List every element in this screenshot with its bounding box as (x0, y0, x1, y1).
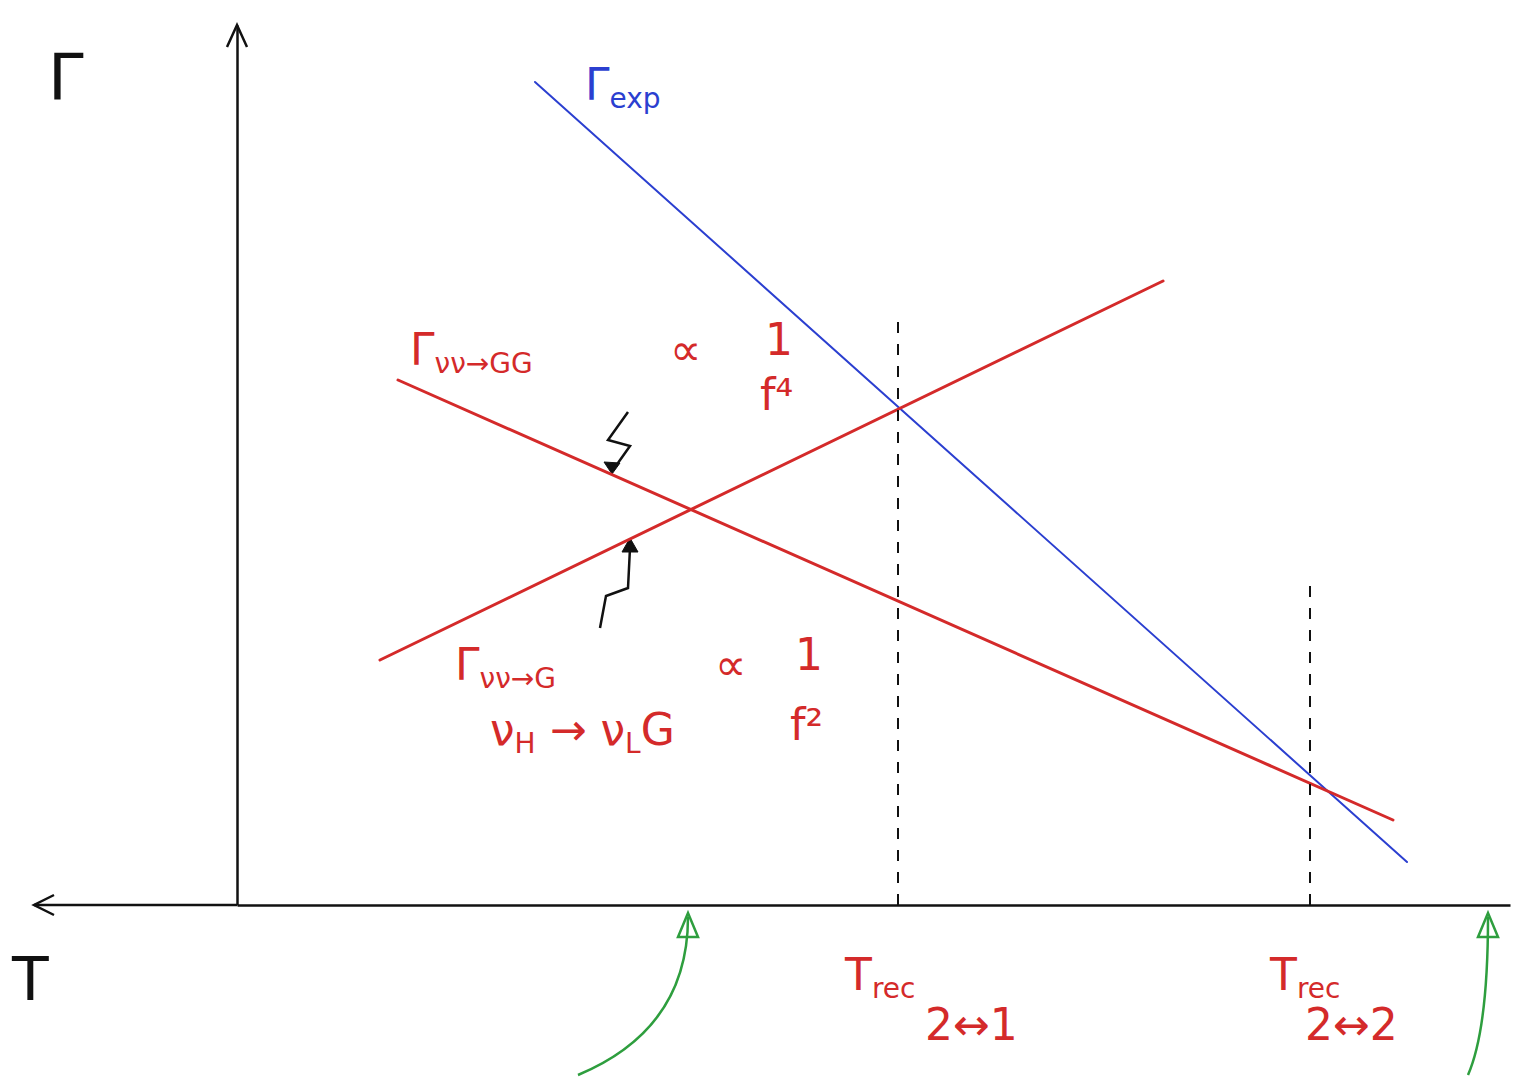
chart: ΓTΓexpΓνν→GG∝1f⁴Γνν→G∝1f²νH → νLGTrec2↔1… (0, 0, 1516, 1079)
series-line (398, 380, 1393, 820)
annotation-text: Γ (455, 639, 480, 690)
annotation-text: T (844, 949, 872, 1000)
plot-area (380, 82, 1407, 905)
annotations: ΓexpΓνν→GG∝1f⁴Γνν→G∝1f²νH → νLGTrec2↔1Tr… (410, 59, 1398, 1050)
marker-arrowhead (678, 913, 698, 937)
annotation-text: ν (490, 704, 515, 755)
annotation-subscript: exp (610, 82, 661, 115)
marker-arrow-shaft (1468, 917, 1488, 1075)
annotation: ∝ (670, 324, 701, 375)
annotation: 2↔2 (1305, 999, 1398, 1050)
annotation: f² (790, 699, 823, 750)
marker-arrowhead (1478, 913, 1498, 937)
series-line (535, 82, 1407, 862)
y-axis-line (236, 26, 239, 906)
annotation-text: Γ (410, 324, 435, 375)
decorations (34, 25, 638, 915)
pointer-arrow (600, 548, 630, 628)
annotation: Trec (844, 949, 915, 1005)
y-axis-title: Γ (48, 41, 84, 115)
annotation: 2↔1 (925, 999, 1018, 1050)
annotation: Γexp (585, 59, 661, 115)
y-axis (237, 26, 238, 906)
annotation-text: Γ (585, 59, 610, 110)
annotation-text: G (641, 704, 675, 755)
annotation-text: 1 (765, 314, 793, 365)
annotation-subscript: νν→GG (435, 347, 533, 380)
x-axis-line (238, 904, 1511, 907)
markers (578, 913, 1498, 1075)
marker-arrow (578, 913, 698, 1075)
annotation-text: T (1269, 949, 1297, 1000)
annotation-subscript: H (515, 727, 536, 760)
annotation: f⁴ (760, 369, 793, 420)
annotation-subscript: νν→G (480, 662, 556, 695)
annotation: Γνν→G (455, 639, 556, 695)
annotation: 1 (795, 629, 823, 680)
annotation-subscript: rec (872, 972, 916, 1005)
annotation: 1 (765, 314, 793, 365)
annotation-text: 2↔2 (1305, 999, 1398, 1050)
x-axis-arrow-shaft (34, 904, 237, 907)
y-axis-arrowhead (227, 25, 247, 47)
x-axis-arrowhead (34, 895, 54, 915)
x-axis-title: T (11, 944, 49, 1014)
annotation-text: ∝ (670, 324, 701, 375)
annotation-text: → ν (536, 704, 625, 755)
annotation: Trec (1269, 949, 1340, 1005)
marker-arrow (1468, 913, 1498, 1075)
annotation-text: 2↔1 (925, 999, 1018, 1050)
x-axis (238, 905, 1511, 906)
annotation-subscript: L (625, 727, 641, 760)
annotation-text: ∝ (715, 639, 746, 690)
annotation: Γνν→GG (410, 324, 533, 380)
marker-arrow-shaft (578, 917, 688, 1075)
pointer-arrow (608, 412, 630, 470)
annotation-text: f² (790, 699, 823, 750)
annotation: νH → νLG (490, 704, 675, 760)
annotation: ∝ (715, 639, 746, 690)
recoupling-line (1309, 585, 1311, 905)
annotation-text: f⁴ (760, 369, 793, 420)
series-line (380, 281, 1163, 660)
recoupling-line (897, 315, 899, 905)
annotation-text: 1 (795, 629, 823, 680)
